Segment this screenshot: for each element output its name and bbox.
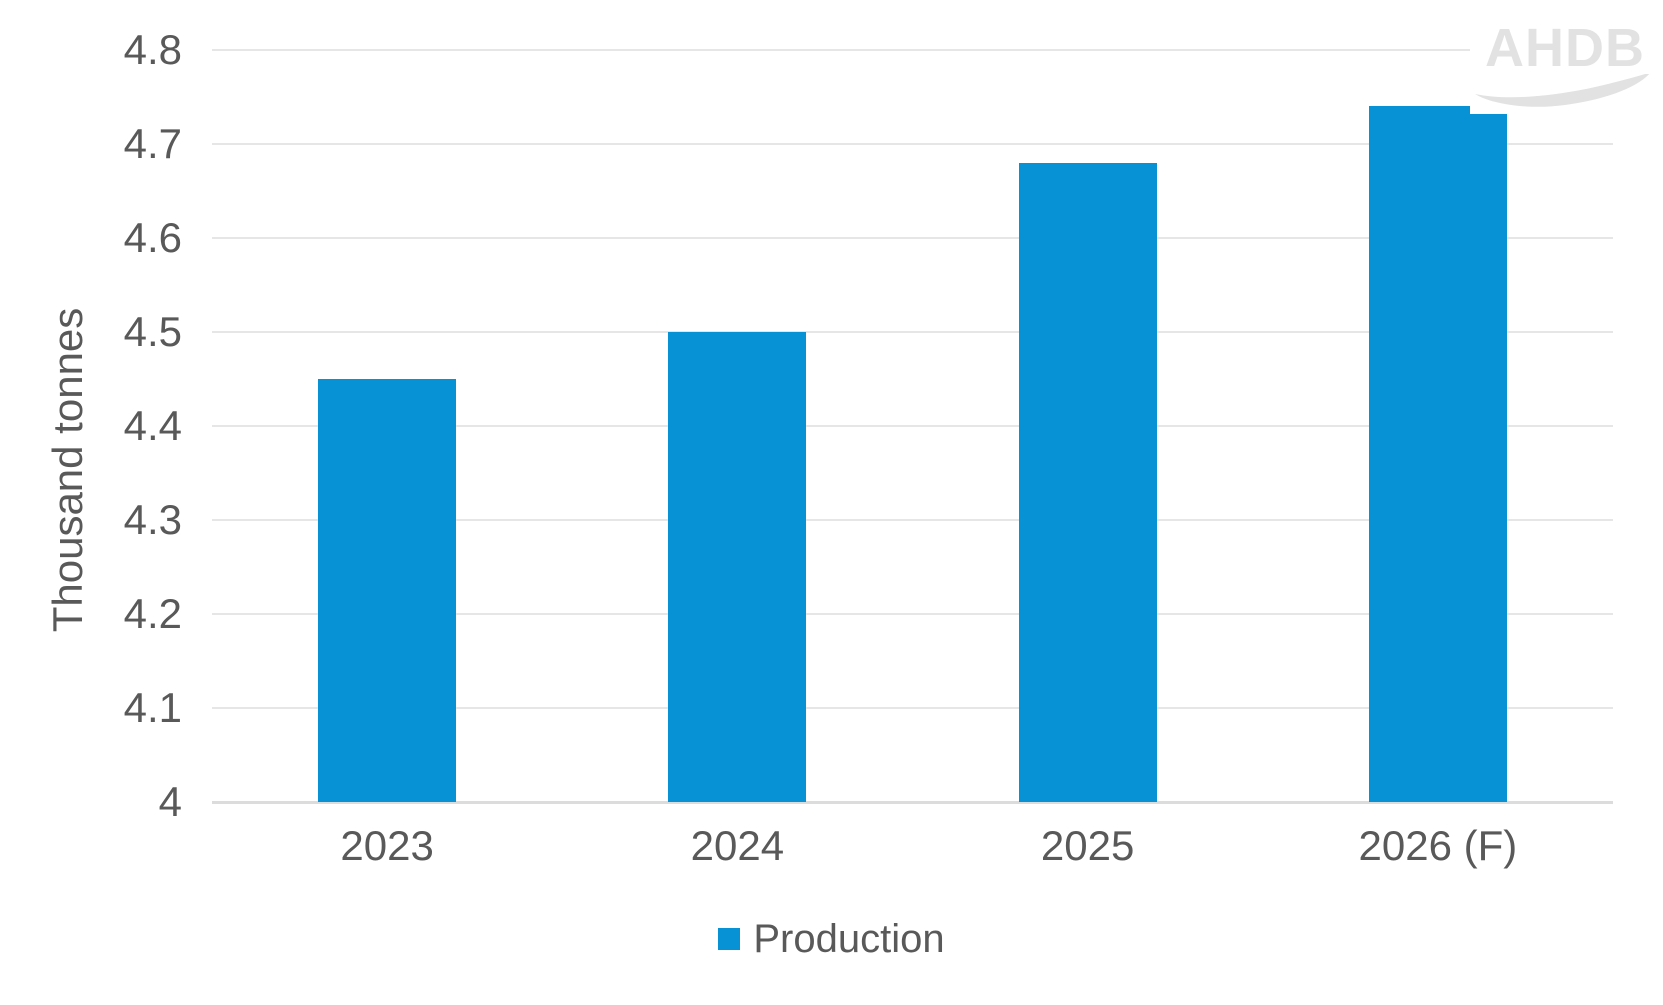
y-tick-label-4.4: 4.4 (123, 402, 182, 449)
y-axis-title: Thousand tonnes (44, 307, 91, 633)
legend-label-production: Production (753, 917, 945, 961)
y-tick-label-4.5: 4.5 (123, 308, 182, 355)
gridline-4 (212, 801, 1613, 804)
y-tick-label-4.2: 4.2 (123, 590, 182, 637)
gridline-4.6 (212, 237, 1613, 239)
gridline-4.8 (212, 49, 1613, 51)
y-tick-label-4: 4 (158, 778, 182, 825)
gridline-4.5 (212, 331, 1613, 333)
bar-2024 (668, 332, 807, 802)
legend-swatch-production (718, 928, 741, 950)
x-label-2023: 2023 (340, 822, 434, 869)
gridline-4.7 (212, 143, 1613, 145)
x-label-2025: 2025 (1040, 822, 1135, 869)
ahdb-logo-swoosh-icon (1475, 74, 1650, 107)
x-label-2024: 2024 (690, 822, 785, 869)
y-tick-label-4.3: 4.3 (123, 496, 182, 543)
x-label-2026-(f): 2026 (F) (1358, 822, 1518, 869)
ahdb-logo: AHDB (1470, 18, 1655, 114)
y-tick-label-4.8: 4.8 (123, 26, 182, 73)
gridline-4.2 (212, 613, 1613, 615)
gridline-4.3 (212, 519, 1613, 521)
bar-2026-(f) (1368, 106, 1507, 802)
gridline-4.4 (212, 425, 1613, 427)
y-tick-label-4.6: 4.6 (123, 214, 182, 261)
legend: Production (0, 916, 1663, 962)
y-tick-label-4.7: 4.7 (123, 120, 182, 167)
gridline-4.1 (212, 707, 1613, 709)
bar-2023 (318, 379, 457, 802)
bar-2025 (1018, 163, 1157, 802)
y-tick-label-4.1: 4.1 (123, 684, 182, 731)
plot-area (212, 49, 1613, 804)
ahdb-logo-text: AHDB (1485, 18, 1645, 78)
